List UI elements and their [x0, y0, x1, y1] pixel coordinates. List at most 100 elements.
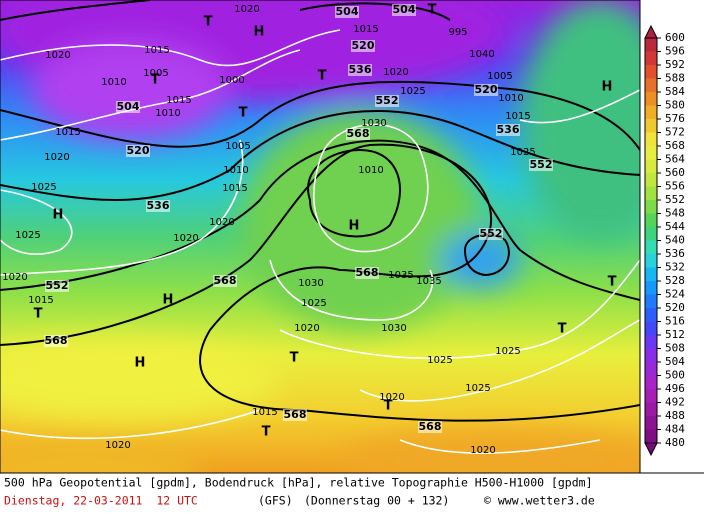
legend-swatch	[645, 213, 657, 227]
legend-label: 568	[665, 139, 685, 152]
geopotential-label: 536	[349, 63, 372, 76]
label-bg	[351, 40, 375, 52]
pressure-label: 1020	[2, 272, 27, 283]
legend-swatch	[645, 105, 657, 119]
pressure-system: T	[608, 275, 617, 290]
footer-description: 500 hPa Geopotential [gpdm], Bodendruck …	[4, 476, 593, 490]
pressure-label: 1030	[361, 118, 386, 129]
label-bg	[335, 6, 359, 18]
pressure-label: 1015	[353, 24, 378, 35]
legend-swatch	[645, 38, 657, 52]
pressure-label: 1030	[298, 278, 323, 289]
geopotential-label: 504	[393, 3, 416, 16]
label-bg	[348, 64, 372, 76]
pressure-label: 1020	[383, 67, 408, 78]
pressure-label: 1000	[219, 75, 244, 86]
legend-label: 572	[665, 126, 685, 139]
map-field: 504 504 520 536 552 568 520 536 552 504 520 536 552 5…	[0, 0, 640, 473]
legend-label: 592	[665, 58, 685, 71]
geopotential-label: 520	[352, 39, 375, 52]
geopotential-label: 568	[45, 334, 68, 347]
legend-swatch	[645, 119, 657, 133]
legend-label: 524	[665, 288, 685, 301]
geopotential-label: 536	[147, 199, 170, 212]
pressure-system: T	[384, 399, 393, 414]
geopotential-label: 568	[284, 408, 307, 421]
pressure-system: T	[204, 15, 213, 30]
legend-label: 564	[665, 153, 685, 166]
pressure-label: 1005	[487, 71, 512, 82]
pressure-system: H	[254, 25, 265, 40]
geopotential-label: 568	[356, 266, 379, 279]
pressure-label: 1015	[55, 127, 80, 138]
label-bg	[346, 128, 370, 140]
label-bg	[283, 409, 307, 421]
legend-label: 520	[665, 301, 685, 314]
pressure-label: 1025	[495, 346, 520, 357]
legend-label: 528	[665, 274, 685, 287]
label-bg	[474, 84, 498, 96]
pressure-system: H	[602, 80, 613, 95]
pressure-label: 1020	[379, 392, 404, 403]
geopotential-label: 568	[347, 127, 370, 140]
geopotential-label: 520	[475, 83, 498, 96]
legend-label: 596	[665, 45, 685, 58]
pressure-label: 1015	[222, 183, 247, 194]
legend-swatch	[645, 335, 657, 349]
pressure-label: 1030	[381, 323, 406, 334]
geopotential-label: 552	[46, 279, 69, 292]
geopotential-label: 520	[127, 144, 150, 157]
label-bg	[146, 200, 170, 212]
legend-swatch	[645, 308, 657, 322]
legend-cap-top	[644, 24, 658, 39]
pressure-contours	[0, 29, 640, 454]
label-bg	[126, 145, 150, 157]
legend-label: 532	[665, 261, 685, 274]
footer-forecast: (Donnerstag 00 + 132)	[304, 494, 449, 508]
pressure-system: H	[135, 356, 146, 371]
legend-label: 584	[665, 85, 685, 98]
pressure-label: 1025	[510, 147, 535, 158]
legend-swatch	[645, 173, 657, 187]
legend-swatch	[645, 132, 657, 146]
legend-swatch	[645, 92, 657, 106]
pressure-label: 1015	[505, 111, 530, 122]
pressure-system: T	[428, 3, 437, 18]
pressure-label: 1020	[45, 50, 70, 61]
pressure-label: 1025	[15, 230, 40, 241]
legend-label: 600	[665, 31, 685, 44]
pressure-system: H	[163, 293, 174, 308]
pressure-label: 1020	[209, 217, 234, 228]
pressure-label: 1015	[252, 407, 277, 418]
legend-label: 580	[665, 99, 685, 112]
legend-label: 488	[665, 409, 685, 422]
legend-label: 560	[665, 166, 685, 179]
legend-swatch	[645, 402, 657, 416]
legend-swatch	[645, 348, 657, 362]
legend-label: 504	[665, 355, 685, 368]
pressure-label: 1025	[301, 298, 326, 309]
geopotential-label: 536	[497, 123, 520, 136]
footer-source: © www.wetter3.de	[484, 494, 595, 508]
pressure-label: 1040	[469, 49, 494, 60]
pressure-label: 1010	[101, 77, 126, 88]
legend-label: 556	[665, 180, 685, 193]
legend-swatch	[645, 186, 657, 200]
legend-label: 512	[665, 328, 685, 341]
pressure-label: 1005	[143, 68, 168, 79]
pressure-system: T	[239, 106, 248, 121]
pressure-label: 1025	[465, 383, 490, 394]
pressure-system: T	[34, 307, 43, 322]
label-bg	[529, 159, 553, 171]
pressure-label: 995	[448, 27, 467, 38]
pressure-label: 1015	[28, 295, 53, 306]
legend-label: 544	[665, 220, 685, 233]
legend-swatch	[645, 416, 657, 430]
legend-label: 540	[665, 234, 685, 247]
pressure-system: T	[151, 73, 160, 88]
legend: 6005965925885845805765725685645605565525…	[644, 24, 685, 457]
legend-swatch	[645, 51, 657, 65]
geopotential-label: 552	[376, 94, 399, 107]
geopotential-label: 504	[117, 100, 140, 113]
